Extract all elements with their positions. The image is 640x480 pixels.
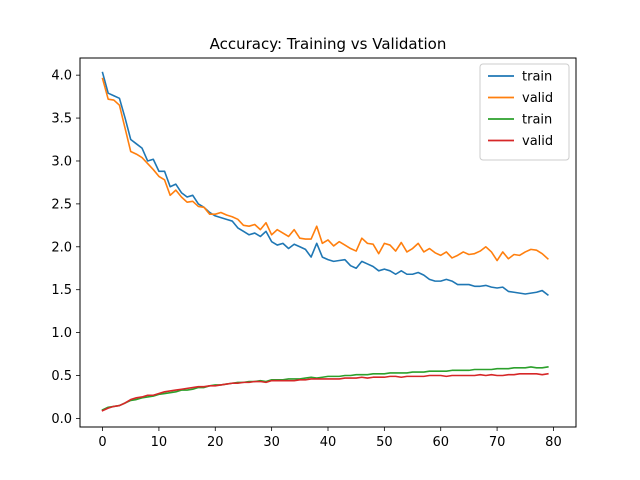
axis-ticks: 0 10 20 30 40 50 60 70 80 0.0 0.5 1.0 1.5 2.0 2.5 3.0 3.… [51, 69, 561, 450]
legend: train valid train valid [479, 63, 570, 161]
x-tick-label: 70 [489, 435, 506, 450]
series-line-train-1 [101, 71, 549, 296]
y-tick-label: 2.5 [51, 197, 72, 212]
y-tick-label: 0.0 [51, 412, 72, 427]
y-tick-label: 1.5 [51, 283, 72, 298]
x-tick-label: 20 [207, 435, 224, 450]
x-tick-label: 60 [432, 435, 449, 450]
x-tick-label: 40 [320, 435, 337, 450]
legend-box [479, 63, 570, 161]
plot-area [101, 71, 549, 412]
y-tick-label: 3.0 [51, 154, 72, 169]
legend-label-valid-2: valid [522, 91, 553, 106]
x-tick-label: 10 [151, 435, 168, 450]
series-line-train-3 [101, 366, 549, 411]
series-line-valid-4 [101, 372, 549, 412]
x-tick-label: 30 [263, 435, 280, 450]
x-tick-label: 0 [98, 435, 106, 450]
x-tick-label: 50 [376, 435, 393, 450]
chart-title: Accuracy: Training vs Validation [210, 35, 447, 53]
series-line-valid-2 [101, 77, 549, 262]
y-tick-label: 3.5 [51, 112, 72, 127]
legend-label-train-3: train [522, 113, 552, 128]
y-tick-label: 2.0 [51, 240, 72, 255]
y-tick-label: 4.0 [51, 69, 72, 84]
x-tick-label: 80 [545, 435, 562, 450]
legend-label-valid-4: valid [522, 134, 553, 149]
legend-label-train-1: train [522, 70, 552, 85]
y-tick-label: 1.0 [51, 326, 72, 341]
y-tick-label: 0.5 [51, 369, 72, 384]
